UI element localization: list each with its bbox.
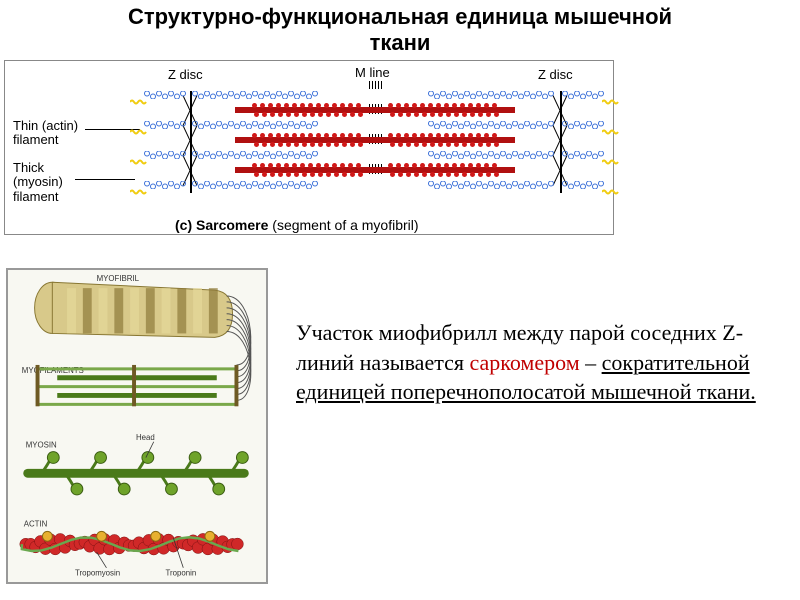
actin-filament	[192, 181, 322, 189]
z-disc-label-right: Z disc	[538, 67, 573, 82]
myosin-filament	[235, 164, 515, 176]
myosin-filament	[235, 134, 515, 146]
m-line-label: M line	[355, 65, 390, 80]
myofibril-illustration: MYOFIBRILMYOFILAMENTSMYOSINHeadACTINTrop…	[6, 268, 268, 584]
sarcomere-diagram: Thin (actin)filament Thick(myosin)filamen…	[5, 61, 613, 234]
sarcomere-diagram-box: Thin (actin)filament Thick(myosin)filamen…	[4, 60, 614, 235]
svg-text:Troponin: Troponin	[166, 569, 197, 578]
sarcomere-caption: (c) Sarcomere (segment of a myofibril)	[175, 217, 419, 233]
svg-text:Head: Head	[136, 433, 155, 442]
svg-text:ACTIN: ACTIN	[24, 519, 48, 528]
actin-filament	[192, 151, 322, 159]
page-title: Структурно-функциональная единица мышечн…	[0, 0, 800, 57]
thin-filament-label: Thin (actin)filament	[13, 119, 78, 148]
svg-text:MYOSIN: MYOSIN	[26, 441, 57, 450]
body-t2-red: саркомером	[469, 350, 579, 375]
title-line-2: ткани	[370, 30, 431, 55]
myofibril-svg: MYOFIBRILMYOFILAMENTSMYOSINHeadACTINTrop…	[8, 270, 266, 582]
actin-filament	[192, 91, 322, 99]
actin-filament	[428, 91, 558, 99]
thick-filament-label: Thick(myosin)filament	[13, 161, 63, 204]
body-t3: –	[580, 350, 602, 375]
title-line-1: Структурно-функциональная единица мышечн…	[128, 4, 672, 29]
body-paragraph: Участок миофибрилл между парой соседних …	[296, 318, 776, 407]
actin-filament	[428, 121, 558, 129]
actin-filament	[428, 151, 558, 159]
actin-filament	[192, 121, 322, 129]
actin-filament	[428, 181, 558, 189]
svg-text:MYOFIBRIL: MYOFIBRIL	[97, 274, 140, 283]
myosin-filament	[235, 104, 515, 116]
z-disc-label-left: Z disc	[168, 67, 203, 82]
svg-text:Tropomyosin: Tropomyosin	[75, 569, 120, 578]
